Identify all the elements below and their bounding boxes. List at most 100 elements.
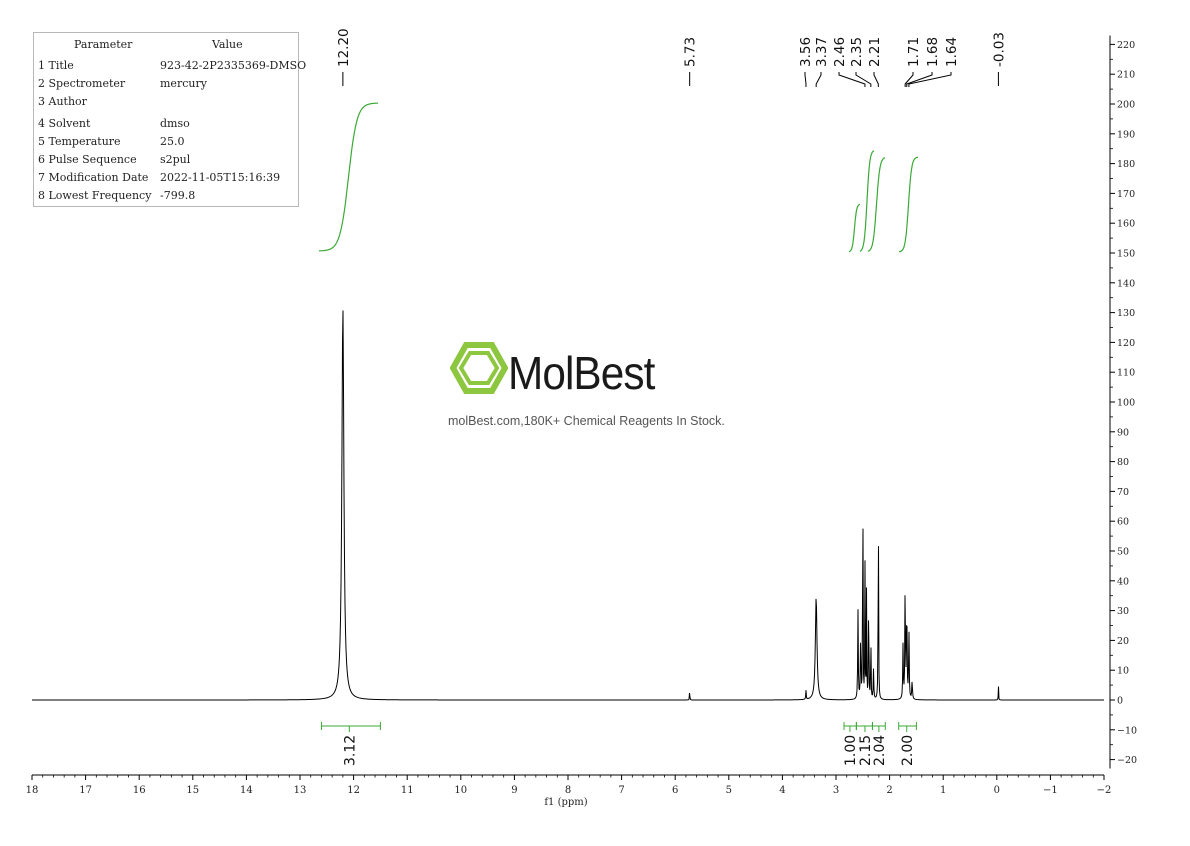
peak-leader bbox=[855, 72, 872, 87]
peak-label: 12.20 bbox=[336, 28, 352, 67]
peak-leader bbox=[873, 72, 879, 87]
peak-leader bbox=[904, 72, 914, 87]
peak-leader bbox=[815, 72, 822, 87]
x-tick-label: 5 bbox=[726, 785, 732, 796]
peak-label: -0.03 bbox=[991, 32, 1007, 67]
integral-curve-2.46 bbox=[859, 150, 875, 252]
y-tick-label: −10 bbox=[1117, 725, 1137, 736]
integral-value: 2.15 bbox=[858, 735, 874, 766]
integral-curves: 3.12 1.00 2.152.04 2.00 bbox=[318, 102, 919, 766]
y-tick-label: 70 bbox=[1117, 487, 1129, 498]
y-tick-label: 190 bbox=[1117, 129, 1135, 140]
y-tick-label: −20 bbox=[1117, 755, 1137, 766]
param-header-value: Value bbox=[212, 38, 243, 51]
x-tick-label: 17 bbox=[79, 785, 92, 796]
peak-label: 2.21 bbox=[867, 37, 883, 67]
x-tick-label: 15 bbox=[186, 785, 199, 796]
spectrum-trace bbox=[32, 310, 1104, 701]
y-tick-label: 120 bbox=[1117, 338, 1135, 349]
param-value: 923-42-2P2335369-DMSO bbox=[160, 59, 307, 72]
integral-value: 2.04 bbox=[872, 735, 888, 766]
molbest-logo-text: MolBest bbox=[508, 347, 655, 399]
peak-leader bbox=[908, 72, 952, 87]
y-tick-label: 10 bbox=[1117, 666, 1129, 677]
y-tick-label: 180 bbox=[1117, 159, 1135, 170]
peak-label: 3.37 bbox=[814, 37, 830, 67]
x-tick-label: 12 bbox=[347, 785, 360, 796]
param-name: 4 Solvent bbox=[38, 117, 91, 130]
param-name: 2 Spectrometer bbox=[38, 77, 126, 90]
integral-value: 1.00 bbox=[843, 735, 859, 766]
spectrum bbox=[32, 310, 1104, 701]
integral-value: 2.00 bbox=[900, 735, 916, 766]
x-tick-label: 18 bbox=[26, 785, 39, 796]
param-header-name: Parameter bbox=[74, 38, 133, 51]
parameter-table: Parameter Value 1 Title 923-42-2P2335369-… bbox=[33, 32, 306, 207]
param-name: 5 Temperature bbox=[38, 135, 121, 148]
peak-leader bbox=[906, 72, 933, 87]
peak-label: 2.46 bbox=[832, 37, 848, 67]
y-tick-label: 140 bbox=[1117, 278, 1135, 289]
x-tick-label: 10 bbox=[454, 785, 467, 796]
param-name: 3 Author bbox=[38, 95, 87, 108]
peak-labels: 12.20 5.73 -0.033.56 3.37 2.46 2.35 2.21 1.71 1.… bbox=[336, 28, 1007, 87]
peak-label: 1.71 bbox=[906, 37, 922, 67]
y-tick-label: 90 bbox=[1117, 427, 1129, 438]
y-tick-label: 80 bbox=[1117, 457, 1129, 468]
x-tick-label: 3 bbox=[833, 785, 839, 796]
integral-curve-2.35 bbox=[867, 157, 886, 252]
x-tick-label: 9 bbox=[511, 785, 517, 796]
param-value: 25.0 bbox=[160, 135, 185, 148]
peak-label: 1.64 bbox=[944, 37, 960, 67]
x-tick-label: −1 bbox=[1043, 785, 1058, 796]
param-value: -799.8 bbox=[160, 189, 196, 202]
x-tick-label: 14 bbox=[240, 785, 253, 796]
x-tick-label: 6 bbox=[672, 785, 678, 796]
y-tick-label: 130 bbox=[1117, 308, 1135, 319]
param-value: s2pul bbox=[160, 153, 191, 166]
x-tick-label: 0 bbox=[994, 785, 1000, 796]
x-tick-label: 2 bbox=[886, 785, 892, 796]
peak-label: 1.68 bbox=[925, 37, 941, 67]
x-tick-label: 8 bbox=[565, 785, 571, 796]
y-tick-label: 210 bbox=[1117, 70, 1135, 81]
y-tick-label: 220 bbox=[1117, 40, 1135, 51]
param-name: 1 Title bbox=[38, 59, 74, 72]
param-name: 7 Modification Date bbox=[38, 171, 149, 184]
integral-curve-1.68 bbox=[898, 156, 919, 253]
x-tick-label: 7 bbox=[618, 785, 624, 796]
x-tick-label: 1 bbox=[940, 785, 946, 796]
integral-curve-12.20 bbox=[318, 102, 379, 252]
y-tick-label: 20 bbox=[1117, 636, 1129, 647]
molbest-logo-icon bbox=[450, 342, 508, 394]
integral-curve-2.59 bbox=[848, 203, 861, 253]
axes: 18 17 16 15 14 13 12 11 10 9 8 7 6 5 4 3 2 1 0 −1 −2−20−1001… bbox=[26, 35, 1137, 796]
peak-leader bbox=[804, 72, 807, 87]
param-name: 8 Lowest Frequency bbox=[38, 189, 152, 202]
peak-label: 3.56 bbox=[798, 37, 814, 67]
y-tick-label: 200 bbox=[1117, 100, 1135, 111]
watermark-slogan: molBest.com,180K+ Chemical Reagents In S… bbox=[448, 414, 725, 428]
param-value: dmso bbox=[160, 117, 190, 130]
y-tick-label: 60 bbox=[1117, 517, 1129, 528]
x-tick-label: 11 bbox=[401, 785, 414, 796]
param-value: 2022-11-05T15:16:39 bbox=[160, 171, 281, 184]
x-tick-label: 16 bbox=[133, 785, 146, 796]
peak-label: 5.73 bbox=[683, 37, 699, 67]
y-tick-label: 150 bbox=[1117, 249, 1135, 260]
x-tick-label: 4 bbox=[779, 785, 785, 796]
molbest-watermark: MolBest molBest.com,180K+ Chemical Reage… bbox=[448, 342, 750, 432]
y-tick-label: 0 bbox=[1117, 696, 1123, 707]
param-name: 6 Pulse Sequence bbox=[38, 153, 137, 166]
integral-value: 3.12 bbox=[342, 735, 358, 766]
y-tick-label: 170 bbox=[1117, 189, 1135, 200]
y-tick-label: 110 bbox=[1117, 368, 1135, 379]
x-axis-title: f1 (ppm) bbox=[544, 797, 587, 808]
peak-label: 2.35 bbox=[849, 37, 865, 67]
param-value: mercury bbox=[160, 77, 207, 90]
x-tick-label: −2 bbox=[1097, 785, 1112, 796]
x-tick-label: 13 bbox=[294, 785, 307, 796]
y-tick-label: 40 bbox=[1117, 576, 1129, 587]
